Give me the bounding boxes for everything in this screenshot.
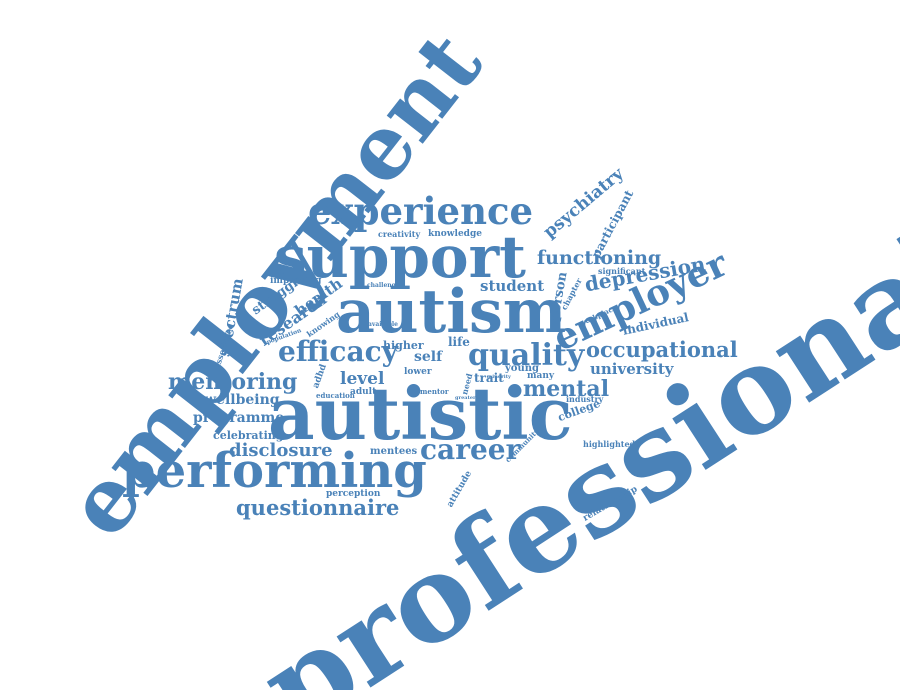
word-trait: trait <box>474 371 504 385</box>
word-mentoring: mentoring <box>168 369 298 395</box>
word-student: student <box>480 277 545 295</box>
word-efficacy: efficacy <box>278 335 398 368</box>
word-young: young <box>505 363 540 374</box>
word-mental: mental <box>523 376 610 402</box>
word-support: support <box>274 223 526 291</box>
word-significant: significant <box>598 266 646 276</box>
word-disclosure: disclosure <box>229 440 333 461</box>
word-career: career <box>420 433 521 466</box>
word-minority: minority <box>487 374 511 380</box>
word-level: level <box>340 369 385 389</box>
word-industry: industry <box>566 394 604 404</box>
word-many: many <box>527 371 555 381</box>
word-mentor: mentor <box>420 387 449 396</box>
word-questionnaire: questionnaire <box>236 495 400 520</box>
word-autistic: autistic <box>268 371 573 456</box>
word-university: university <box>590 360 674 378</box>
word-self: self <box>414 349 443 365</box>
word-knowledge: knowledge <box>428 229 482 239</box>
word-quality: quality <box>468 338 585 373</box>
word-higher: higher <box>383 339 424 352</box>
word-perception: perception <box>326 489 381 499</box>
word-lower: lower <box>404 367 432 377</box>
word-education: education <box>316 391 355 400</box>
word-greater: greater <box>455 395 476 401</box>
word-adult: adult <box>350 387 377 397</box>
word-highlighted: highlighted <box>583 439 636 449</box>
word-mentees: mentees <box>370 446 418 457</box>
word-available: available <box>368 321 398 328</box>
word-creativity: creativity <box>378 229 421 239</box>
word-programme: programme <box>193 410 285 426</box>
word-challenge: challenge <box>367 282 400 289</box>
word-celebrating: celebrating <box>213 429 284 442</box>
word-life: life <box>448 335 470 349</box>
word-improving: improving <box>270 276 322 286</box>
word-functioning: functioning <box>537 247 662 269</box>
word-occupational: occupational <box>586 337 738 362</box>
word-wellbeing: wellbeing <box>204 392 280 408</box>
word-autism: autism <box>336 277 567 347</box>
word-performing: performing <box>122 443 427 499</box>
word-experience: experience <box>308 189 534 233</box>
